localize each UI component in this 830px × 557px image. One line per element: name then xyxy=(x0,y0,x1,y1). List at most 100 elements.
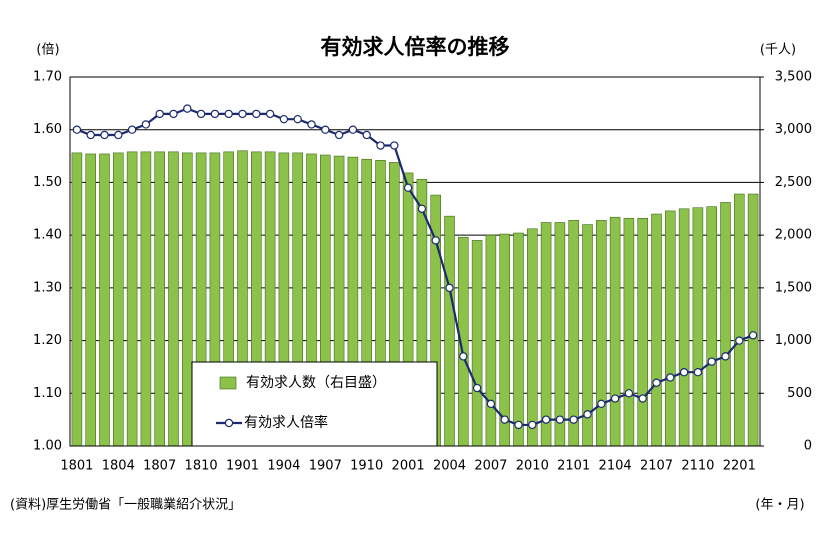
y-tick-label: 1.10 xyxy=(33,386,62,401)
bar xyxy=(527,228,538,447)
legend-swatch xyxy=(219,376,237,390)
y2-tick-label: 3,000 xyxy=(775,122,812,137)
y2-tick-label: 2,500 xyxy=(775,175,812,190)
bar xyxy=(692,207,704,447)
x-tick-label: 1907 xyxy=(309,459,342,474)
x-tick-label: 1804 xyxy=(102,459,135,474)
y2-tick-label: 500 xyxy=(787,386,812,401)
x-tick-label: 2010 xyxy=(516,459,549,474)
bar xyxy=(678,208,690,447)
x-tick-label: 1904 xyxy=(267,459,300,474)
y-tick-label: 1.40 xyxy=(33,228,62,243)
bar xyxy=(471,240,483,447)
line-marker xyxy=(721,352,730,361)
bar xyxy=(568,220,579,447)
line-marker xyxy=(334,130,344,140)
line-marker xyxy=(72,125,82,134)
line-marker xyxy=(210,109,220,119)
x-tick-label: 1807 xyxy=(143,459,176,474)
line-marker xyxy=(624,389,634,398)
bar xyxy=(706,206,717,447)
line-marker xyxy=(293,114,302,124)
x-tick-label: 2001 xyxy=(392,459,425,474)
line-marker xyxy=(597,399,606,409)
bar xyxy=(540,222,552,447)
y-tick-label: 1.70 xyxy=(33,70,62,85)
bar xyxy=(665,210,676,447)
x-axis-label: (年・月) xyxy=(755,498,804,513)
line-marker xyxy=(252,109,261,119)
x-tick-label: 2107 xyxy=(640,459,673,474)
line-marker xyxy=(693,368,703,377)
line-marker xyxy=(376,141,385,150)
line-marker xyxy=(114,130,123,140)
line-marker xyxy=(100,130,109,140)
line-marker xyxy=(417,204,427,213)
line-marker xyxy=(86,130,95,140)
line-marker xyxy=(638,394,647,403)
bar xyxy=(182,152,193,447)
y2-axis-label: (千人) xyxy=(760,43,796,58)
y2-tick-label: 1,000 xyxy=(775,333,812,348)
bar xyxy=(596,220,607,447)
line-marker xyxy=(735,336,744,345)
legend-label: 有効求人数（右目盛） xyxy=(246,375,386,391)
y-tick-label: 1.30 xyxy=(33,280,62,295)
bar xyxy=(85,153,96,447)
bar xyxy=(747,193,759,447)
line-marker xyxy=(583,410,592,419)
line-marker xyxy=(472,383,482,393)
line-marker xyxy=(390,141,399,150)
line-marker xyxy=(196,109,206,119)
bar xyxy=(140,151,152,447)
y-tick-label: 1.20 xyxy=(33,333,62,348)
x-tick-label: 1801 xyxy=(60,459,93,474)
bar xyxy=(513,232,524,447)
line-marker xyxy=(224,109,233,119)
line-marker xyxy=(169,109,178,119)
bar xyxy=(623,217,635,447)
x-tick-label: 2104 xyxy=(599,459,632,474)
bar xyxy=(71,152,83,447)
y-tick-label: 1.60 xyxy=(33,122,62,137)
bar xyxy=(554,222,566,447)
line-marker xyxy=(666,373,675,382)
line-marker xyxy=(679,368,689,377)
line-marker xyxy=(459,352,468,361)
bar xyxy=(168,151,179,447)
y2-tick-label: 0 xyxy=(804,439,812,454)
line-marker xyxy=(127,125,137,134)
bar xyxy=(154,151,165,447)
y2-tick-label: 3,500 xyxy=(775,70,812,85)
line-marker xyxy=(707,357,716,366)
legend-marker xyxy=(224,418,234,428)
bar xyxy=(734,193,745,447)
bar xyxy=(609,216,621,447)
line-marker xyxy=(279,114,289,124)
chart-title: 有効求人倍率の推移 xyxy=(321,35,510,59)
line-marker xyxy=(652,378,661,387)
line-marker xyxy=(445,283,454,293)
line-marker xyxy=(555,415,565,424)
x-tick-label: 2110 xyxy=(681,459,714,474)
line-marker xyxy=(569,415,578,424)
bar xyxy=(637,217,648,447)
line-marker xyxy=(362,130,371,140)
line-marker xyxy=(431,236,440,245)
bar xyxy=(651,213,662,447)
x-tick-label: 1910 xyxy=(350,459,383,474)
y2-tick-label: 1,500 xyxy=(775,280,812,295)
source-note: (資料)厚生労働省「一般職業紹介状況」 xyxy=(10,497,241,513)
line-marker xyxy=(265,109,275,119)
x-tick-label: 1901 xyxy=(226,459,259,474)
line-marker xyxy=(141,120,151,129)
bar xyxy=(720,202,731,447)
bar xyxy=(99,153,110,447)
y-axis-label: (倍) xyxy=(36,43,59,58)
line-marker xyxy=(155,109,164,119)
line-marker xyxy=(321,125,330,134)
line-marker xyxy=(403,183,413,192)
line-marker xyxy=(183,104,192,113)
